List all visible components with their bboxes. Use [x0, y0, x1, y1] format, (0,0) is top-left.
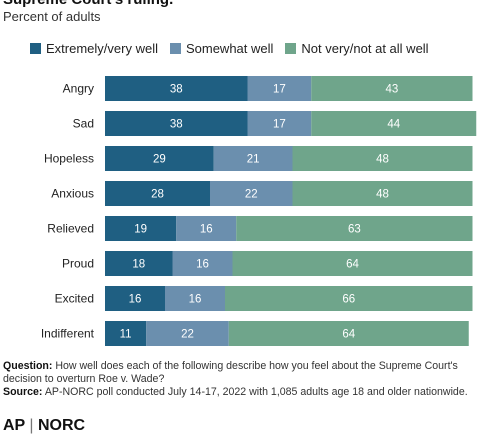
legend-label: Somewhat well	[185, 40, 274, 56]
ap-norc-logo: AP | NORC	[3, 417, 85, 435]
data-label: 16	[189, 294, 202, 306]
source-note: Source: AP-NORC poll conducted July 14-1…	[3, 386, 483, 399]
bar-segment	[213, 146, 293, 171]
category-label: Angry	[63, 82, 94, 96]
question-text: How well does each of the following desc…	[3, 360, 458, 385]
data-label: 38	[170, 84, 183, 96]
category-label: Relieved	[47, 222, 94, 236]
bar-segment	[105, 111, 248, 136]
bar-segment	[105, 216, 177, 241]
data-label: 16	[196, 259, 209, 271]
category-label: Excited	[55, 292, 94, 306]
data-label: 64	[342, 329, 355, 341]
bar-segment	[247, 111, 312, 136]
bar-segment	[165, 286, 225, 311]
data-label: 17	[273, 119, 286, 131]
chart-notes: Question: How well does each of the foll…	[3, 360, 483, 399]
legend-label: Extremely/very well	[46, 40, 158, 56]
data-label: 16	[200, 224, 213, 236]
data-label: 17	[273, 84, 286, 96]
source-label: Source:	[3, 386, 43, 398]
data-label: 11	[120, 329, 132, 341]
legend: Extremely/very well Somewhat well Not ve…	[30, 40, 441, 56]
bar-segment	[105, 76, 248, 101]
legend-item-somewhat-well: Somewhat well	[169, 40, 274, 56]
data-label: 66	[342, 294, 355, 306]
legend-swatch	[169, 42, 181, 54]
bar-segment	[105, 146, 214, 171]
data-label: 38	[170, 119, 183, 131]
data-label: 63	[348, 224, 361, 236]
category-label: Sad	[73, 117, 94, 131]
bar-segment	[232, 251, 473, 276]
legend-swatch	[285, 42, 297, 54]
category-label: Hopeless	[44, 152, 94, 166]
data-label: 21	[247, 154, 260, 166]
legend-swatch	[30, 42, 41, 54]
bar-segment	[172, 251, 233, 276]
data-label: 64	[346, 259, 359, 271]
category-label: Anxious	[51, 187, 94, 201]
bar-segment	[176, 216, 237, 241]
bar-segment	[225, 286, 473, 311]
bar-segment	[247, 76, 312, 101]
legend-item-not-very-well: Not very/not at all well	[285, 40, 429, 56]
bar-segment	[311, 111, 477, 136]
category-label: Indifferent	[41, 327, 95, 341]
bar-segment	[105, 181, 210, 206]
data-label: 44	[387, 119, 400, 131]
stacked-bar-chart: Angry 38 17 43 Sad 38 17 44 Hopeless 29 21 48 Anxiou…	[41, 76, 477, 346]
legend-label: Not very/not at all well	[301, 40, 429, 56]
bar-segment	[228, 321, 469, 346]
data-label: 19	[134, 224, 147, 236]
bar-segment	[105, 251, 173, 276]
bar-segment	[292, 146, 473, 171]
data-label: 48	[376, 154, 389, 166]
bar-segment	[236, 216, 473, 241]
data-label: 48	[376, 189, 389, 201]
data-label: 16	[129, 294, 142, 306]
chart-title: Supreme Court's ruling.	[3, 0, 173, 8]
source-text: AP-NORC poll conducted July 14-17, 2022 …	[44, 386, 468, 398]
data-label: 22	[245, 189, 258, 201]
question-note: Question: How well does each of the foll…	[3, 360, 483, 386]
bar-segment	[146, 321, 229, 346]
bar-segment	[311, 76, 473, 101]
data-label: 29	[153, 154, 166, 166]
category-label: Proud	[62, 257, 94, 271]
bar-segment	[292, 181, 473, 206]
data-label: 22	[181, 329, 194, 341]
bar-segment	[105, 286, 165, 311]
data-label: 43	[385, 84, 398, 96]
data-label: 28	[151, 189, 164, 201]
legend-item-extremely-very-well: Extremely/very well	[30, 41, 158, 56]
data-label: 18	[132, 259, 145, 271]
bar-segment	[105, 321, 147, 346]
question-label: Question:	[3, 360, 53, 372]
bar-segment	[210, 181, 293, 206]
chart-subtitle: Percent of adults	[3, 9, 101, 24]
